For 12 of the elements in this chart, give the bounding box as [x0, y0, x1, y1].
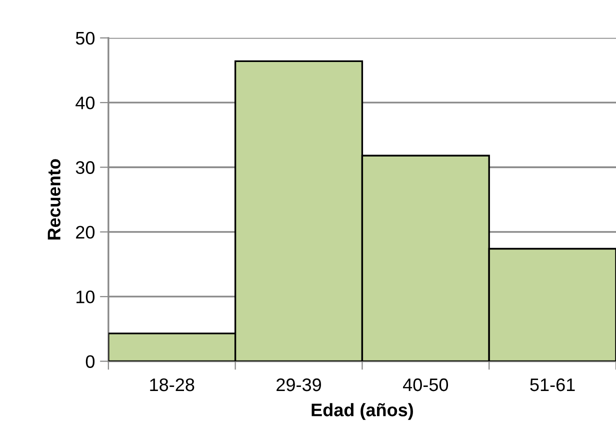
y-axis-title: Recuento [48, 159, 60, 240]
y-tick-label: 0 [86, 355, 95, 368]
y-tick-label: 30 [76, 161, 95, 174]
x-tick-label: 29-39 [276, 378, 321, 392]
x-tick-label: 40-50 [402, 378, 448, 392]
y-tick-label: 50 [76, 32, 95, 45]
x-axis-title: Edad (años) [312, 403, 413, 420]
x-tick-label: 18-28 [150, 378, 194, 392]
y-tick-label: 20 [76, 226, 95, 239]
y-tick-label: 40 [76, 96, 95, 110]
x-tick-label: 51-61 [530, 378, 575, 392]
y-tick-label: 10 [76, 290, 95, 304]
